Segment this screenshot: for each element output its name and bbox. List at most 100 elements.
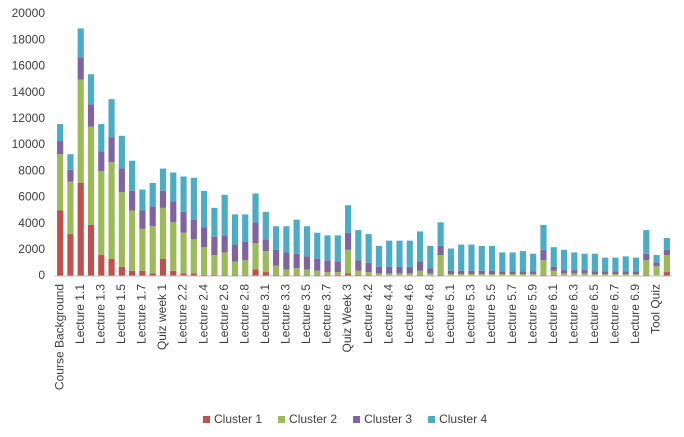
bar-segment [159,207,167,259]
bar-segment [67,234,74,276]
bar-segment [416,231,424,262]
bar-segment [159,168,167,191]
bar-segment [406,240,413,267]
legend-label: Cluster 3 [364,412,412,426]
bar-segment [190,273,197,276]
bar-segment [314,258,321,271]
bar-segment [612,274,619,276]
bar-segment [386,240,393,267]
bar-segment [252,269,259,276]
bar-segment [406,266,413,274]
y-tick-label: 10000 [12,137,46,151]
x-tick-label: Course Background [52,284,66,390]
bar-segment [252,193,259,223]
x-tick-label: Quiz Week 3 [340,284,354,353]
bar-segment [355,230,362,261]
bar-segment [663,272,670,276]
bar-segment [159,190,167,208]
bar-segment [324,260,331,273]
bar-segment [57,154,64,211]
bar-segment [396,273,403,276]
bar-segment [211,236,218,256]
bar-segment [488,270,496,275]
bar-segment [303,256,311,270]
bar-segment [293,268,300,275]
bar-segment [632,271,640,275]
bar-segment [293,274,300,276]
bar-segment [530,271,537,275]
bar-segment [180,232,187,274]
y-tick-label: 20000 [12,6,46,20]
bar-segment [437,274,444,276]
bar-segment [283,226,290,253]
bar-segment [108,99,115,138]
bar-segment [118,135,125,169]
bar-segment [314,274,321,276]
bar-segment [201,227,208,248]
bar-segment [416,261,424,271]
bar-segment [170,222,177,271]
bar-segment [118,168,125,193]
bar-segment [98,151,105,172]
bar-segment [540,224,547,250]
y-tick-label: 12000 [12,111,46,125]
bar-segment [87,104,95,127]
y-tick-label: 0 [38,268,45,282]
bar-segment [211,255,218,275]
bar-segment [273,274,280,276]
bar-segment [180,211,187,233]
bar-segment [334,274,341,276]
bar-segment [221,235,228,253]
x-tick-label: Lecture 3.7 [320,284,334,344]
bar-segment [87,126,95,225]
bar-segment [314,270,321,275]
bar-segment [653,266,660,276]
bar-segment [622,256,629,272]
bar-segment [77,182,84,276]
legend-label: Cluster 4 [439,412,487,426]
legend-label: Cluster 1 [214,412,262,426]
bar-segment [201,274,208,276]
bar-segment [118,192,125,267]
bar-segment [663,255,670,273]
x-tick-label: Lecture 2.4 [196,284,210,344]
x-tick-label: Lecture 5.5 [484,284,498,344]
bar-segment [571,273,578,276]
bar-segment [221,274,228,276]
bar-segment [416,274,424,276]
x-tick-label: Lecture 1.3 [93,284,107,344]
bar-segment [273,226,280,250]
bar-segment [560,273,568,276]
bar-segment [139,189,146,211]
bar-segment [560,249,568,271]
bar-segment [67,154,74,170]
bar-segment [427,273,434,276]
bar-segment [375,245,383,267]
bar-segment [149,226,156,274]
bar-segment [550,266,557,271]
bar-segment [303,274,311,276]
bar-segment [355,274,362,276]
bar-segment [540,249,547,261]
x-tick-label: Tool Quiz [649,284,663,334]
bar-segment [519,251,526,272]
legend-label: Cluster 2 [289,412,337,426]
bar-segment [231,214,239,245]
bar-segment [190,219,197,240]
bar-segment [221,252,228,275]
bar-segment [293,253,300,269]
x-tick-label: Lecture 5.9 [525,284,539,344]
x-tick-label: Lecture 4.6 [402,284,416,344]
bar-segment [416,270,424,275]
x-tick-label: Lecture 3.5 [299,284,313,344]
bar-segment [231,244,239,262]
bar-segment [591,271,598,275]
bar-segment [262,272,269,276]
bar-segment [98,171,105,256]
y-tick-label: 8000 [18,163,45,177]
bar-segment [149,206,156,227]
bar-segment [365,234,372,263]
y-tick-label: 16000 [12,59,46,73]
bar-segment [242,260,249,275]
bar-segment [242,214,249,242]
